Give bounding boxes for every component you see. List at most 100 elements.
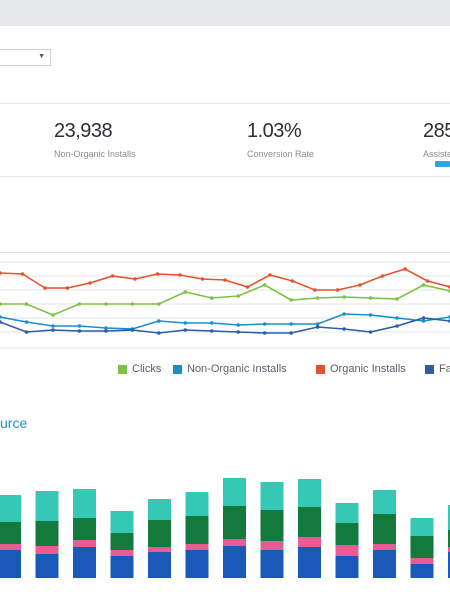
- legend-label-organic-installs: Organic Installs: [330, 363, 406, 375]
- line-point-clicks: [368, 296, 373, 300]
- metric-non-organic-installs-value: 23,938: [54, 120, 113, 142]
- line-point-non-organic-installs: [0, 315, 2, 319]
- bar-segment-blue: [35, 554, 59, 578]
- line-point-fa: [315, 325, 320, 329]
- line-point-non-organic-installs: [421, 319, 426, 323]
- bar-segment-dark-green: [73, 518, 96, 540]
- line-point-clicks: [289, 298, 293, 302]
- line-point-organic-installs: [223, 278, 227, 282]
- top-bar: [0, 0, 450, 26]
- line-point-fa: [104, 329, 108, 333]
- legend-label-clicks: Clicks: [132, 363, 162, 375]
- bar-segment-pink: [223, 539, 246, 546]
- line-point-clicks: [0, 302, 2, 306]
- line-point-non-organic-installs: [395, 316, 399, 320]
- line-point-clicks: [130, 302, 135, 306]
- legend-item-fa[interactable]: Fa: [425, 362, 450, 376]
- bar-segment-dark-green: [448, 530, 450, 547]
- bar-segment-teal: [35, 491, 59, 521]
- line-point-organic-installs: [425, 279, 430, 283]
- line-point-clicks: [209, 296, 214, 300]
- bar-segment-blue: [223, 546, 246, 578]
- bar-segment-dark-green: [0, 522, 21, 544]
- line-point-organic-installs: [290, 279, 295, 283]
- line-point-organic-installs: [110, 274, 115, 278]
- bar-segment-pink: [373, 544, 396, 550]
- line-point-organic-installs: [200, 277, 205, 281]
- bar-segment-pink: [73, 540, 96, 547]
- bar-segment-dark-green: [335, 523, 359, 545]
- metric-conversion-rate-value: 1.03%: [247, 120, 302, 142]
- line-point-fa: [209, 329, 214, 333]
- bar-segment-pink: [448, 547, 450, 552]
- bar-segment-blue: [448, 552, 450, 578]
- line-point-fa: [236, 330, 241, 334]
- bar-segment-teal: [335, 503, 359, 523]
- line-point-non-organic-installs: [104, 326, 108, 330]
- legend-swatch-clicks: [118, 364, 127, 374]
- line-point-organic-installs: [358, 283, 362, 287]
- line-point-organic-installs: [313, 288, 317, 292]
- line-series-clicks: [0, 284, 450, 316]
- bar-segment-dark-green: [373, 514, 396, 544]
- bar-segment-dark-green: [110, 533, 134, 550]
- line-point-organic-installs: [268, 273, 272, 277]
- bar-segment-blue: [410, 564, 434, 578]
- line-point-fa: [24, 330, 29, 334]
- bar-segment-dark-green: [35, 521, 59, 546]
- line-point-non-organic-installs: [342, 312, 346, 316]
- bar-segment-teal: [298, 479, 321, 507]
- line-point-organic-installs: [20, 272, 25, 276]
- legend-item-non-organic-installs[interactable]: Non-Organic Installs: [173, 362, 287, 376]
- line-point-organic-installs: [403, 267, 407, 271]
- bar-segment-dark-green: [185, 516, 209, 544]
- header-divider: [0, 103, 450, 104]
- bar-segment-pink: [110, 550, 134, 556]
- line-point-organic-installs: [0, 271, 2, 275]
- bar-segment-teal: [223, 478, 246, 506]
- section-title: urce: [0, 415, 28, 431]
- line-point-fa: [262, 331, 267, 335]
- bar-segment-pink: [35, 546, 59, 554]
- line-point-fa: [342, 327, 346, 331]
- line-point-organic-installs: [245, 285, 250, 289]
- legend-item-organic-installs[interactable]: Organic Installs: [316, 362, 406, 376]
- line-point-fa: [157, 331, 161, 335]
- line-point-non-organic-installs: [209, 321, 214, 325]
- bar-segment-pink: [260, 541, 284, 550]
- line-point-organic-installs: [178, 273, 182, 277]
- metric-non-organic-installs-label: Non-Organic Installs: [54, 149, 136, 159]
- line-point-fa: [77, 329, 82, 333]
- bar-segment-teal: [148, 499, 171, 520]
- line-point-organic-installs: [43, 286, 47, 290]
- bar-segment-teal: [110, 511, 134, 533]
- date-range-dropdown[interactable]: ▼: [0, 49, 51, 66]
- chevron-down-icon: ▼: [38, 53, 45, 60]
- bar-segment-blue: [110, 556, 134, 578]
- line-point-clicks: [51, 313, 55, 317]
- bar-segment-teal: [410, 518, 434, 536]
- line-point-fa: [395, 324, 399, 328]
- line-point-fa: [368, 330, 373, 334]
- line-point-clicks: [342, 295, 346, 299]
- line-point-fa: [51, 328, 55, 332]
- metric-conversion-rate-label: Conversion Rate: [247, 149, 315, 159]
- bar-segment-dark-green: [410, 536, 434, 558]
- legend-label-non-organic-installs: Non-Organic Installs: [187, 363, 287, 375]
- line-point-clicks: [157, 302, 161, 306]
- line-point-fa: [421, 316, 426, 320]
- line-series-fa: [0, 317, 450, 334]
- line-point-organic-installs: [335, 288, 340, 292]
- legend-item-clicks[interactable]: Clicks: [118, 362, 161, 376]
- line-point-clicks: [421, 283, 426, 287]
- line-point-fa: [289, 331, 293, 335]
- line-point-non-organic-installs: [183, 321, 188, 325]
- bar-segment-teal: [448, 505, 450, 530]
- line-point-non-organic-installs: [289, 322, 293, 326]
- bar-segment-blue: [73, 547, 96, 578]
- bar-segment-dark-green: [148, 520, 171, 547]
- bar-segment-blue: [260, 550, 284, 578]
- line-point-organic-installs: [133, 277, 137, 281]
